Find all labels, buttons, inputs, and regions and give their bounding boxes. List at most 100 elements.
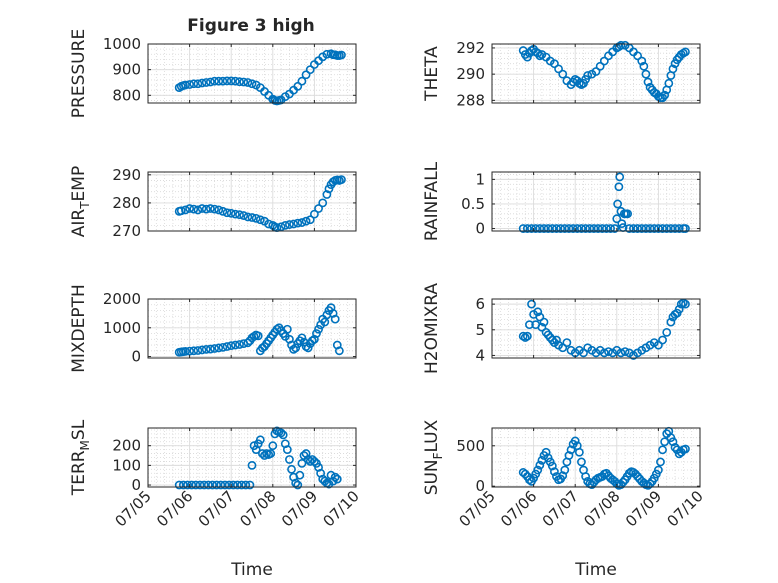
- data-point: [658, 335, 667, 345]
- y-tick-label: 5: [475, 321, 485, 339]
- data-point: [550, 467, 559, 477]
- data-point: [560, 465, 570, 475]
- y-tick-label: 1000: [103, 35, 141, 53]
- data-point: [616, 348, 626, 358]
- data-point: [522, 224, 532, 233]
- y-tick-label: 1: [475, 170, 485, 188]
- data-point: [558, 69, 568, 79]
- data-point: [282, 445, 292, 455]
- data-point: [531, 224, 541, 233]
- data-point: [266, 449, 276, 458]
- data-point: [633, 224, 642, 233]
- data-point: [550, 59, 559, 69]
- data-point: [295, 470, 305, 480]
- series-markers: [174, 175, 346, 233]
- y-axis-label: SUNFLUX: [422, 419, 445, 495]
- data-point: [558, 343, 568, 353]
- y-tick-label: 2000: [103, 290, 141, 308]
- data-point: [297, 76, 307, 86]
- data-point: [522, 331, 532, 341]
- data-point: [181, 346, 190, 356]
- data-point: [224, 480, 234, 490]
- axes-box: [147, 427, 357, 488]
- data-point: [322, 49, 332, 59]
- y-tick-label: 1000: [103, 319, 141, 337]
- series-markers: [174, 49, 346, 106]
- data-point: [649, 224, 659, 233]
- axes-box: [491, 171, 701, 232]
- data-point: [193, 205, 203, 215]
- data-point: [276, 428, 286, 438]
- axes-background: [492, 172, 700, 231]
- data-point: [641, 224, 651, 233]
- data-point: [181, 205, 190, 215]
- data-point: [205, 77, 215, 87]
- subplot-6: 4 5 6 H2OMIXRA: [422, 283, 701, 374]
- data-point: [581, 224, 590, 233]
- data-point: [617, 219, 627, 229]
- data-point: [552, 224, 561, 233]
- data-point: [324, 184, 334, 194]
- data-point: [193, 346, 203, 355]
- y-tick-label: 280: [112, 194, 141, 212]
- data-point: [197, 204, 207, 213]
- data-point: [278, 430, 288, 440]
- y-tick-label: 0: [131, 476, 141, 494]
- axes-box: [491, 43, 701, 104]
- x-axis-label: Time: [574, 560, 617, 580]
- data-point: [222, 76, 232, 86]
- data-point: [197, 78, 207, 88]
- data-point: [201, 78, 211, 87]
- data-point: [314, 324, 323, 334]
- y-axis-label: H2OMIXRA: [422, 283, 442, 374]
- data-point: [556, 224, 566, 233]
- data-point: [564, 224, 574, 233]
- data-point: [670, 442, 680, 452]
- data-point: [187, 480, 197, 490]
- series-markers: [518, 426, 690, 490]
- data-point: [189, 79, 199, 89]
- data-point: [337, 50, 346, 60]
- data-point: [623, 209, 633, 219]
- data-point: [681, 299, 690, 309]
- data-point: [330, 472, 340, 482]
- subplot-4: 0 0.5 1 RAINFALL: [422, 161, 701, 241]
- data-point: [533, 465, 543, 475]
- axes-box: [147, 43, 357, 104]
- data-point: [574, 447, 584, 457]
- data-point: [208, 480, 217, 490]
- data-point: [560, 224, 570, 233]
- data-point: [566, 445, 576, 455]
- data-point: [533, 307, 543, 317]
- data-point: [257, 449, 267, 458]
- data-point: [539, 317, 549, 327]
- data-point: [616, 40, 626, 50]
- data-point: [201, 344, 211, 354]
- data-point: [239, 77, 249, 87]
- data-point: [662, 224, 672, 233]
- data-point: [658, 224, 667, 233]
- data-point: [214, 343, 224, 353]
- data-point: [218, 342, 228, 352]
- data-point: [525, 475, 534, 485]
- data-point: [201, 204, 211, 214]
- data-point: [255, 435, 265, 445]
- data-point: [312, 329, 321, 338]
- data-point: [593, 224, 603, 233]
- data-point: [585, 224, 595, 233]
- y-tick-label: 900: [112, 61, 141, 79]
- y-axis-label: RAINFALL: [422, 161, 442, 241]
- data-point: [660, 90, 670, 100]
- data-point: [305, 215, 315, 225]
- data-point: [604, 347, 613, 356]
- data-point: [297, 333, 307, 343]
- data-point: [581, 472, 590, 481]
- axes-box: [147, 171, 357, 232]
- data-point: [589, 224, 599, 233]
- data-point: [618, 477, 628, 487]
- subplot-5: 0 1000 2000 MIXDEPTH: [69, 284, 357, 373]
- data-point: [554, 64, 563, 74]
- data-point: [285, 455, 294, 464]
- data-point: [613, 199, 623, 209]
